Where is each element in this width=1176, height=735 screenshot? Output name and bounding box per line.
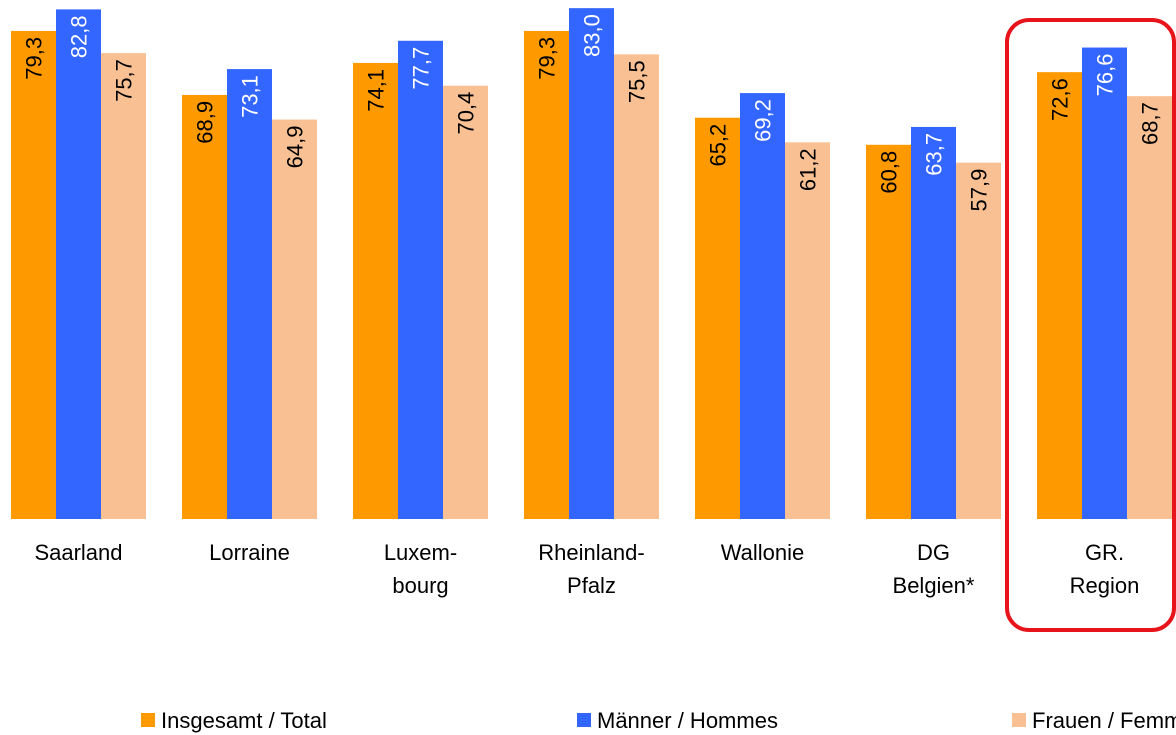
bar [524, 30, 569, 520]
data-label: 74,1 [364, 69, 389, 112]
data-label: 68,9 [193, 101, 218, 144]
data-label: 75,5 [625, 60, 650, 103]
bar [1127, 96, 1172, 520]
legend-swatch [1012, 713, 1026, 727]
data-label: 73,1 [238, 75, 263, 118]
data-label: 79,3 [535, 37, 560, 80]
bar [182, 94, 227, 520]
highlight-box [1005, 18, 1176, 632]
legend-label: Frauen / Femmes [1032, 708, 1176, 733]
data-label: 75,7 [112, 59, 137, 102]
bar [101, 53, 146, 519]
data-label: 65,2 [706, 124, 731, 167]
bar [911, 126, 956, 520]
bar [695, 117, 740, 519]
data-label: 82,8 [67, 15, 92, 58]
legend-swatch [141, 713, 155, 727]
bar [227, 69, 272, 519]
bar [614, 54, 659, 519]
legend-label: Insgesamt / Total [161, 708, 327, 733]
bar [1082, 47, 1127, 520]
x-tick-label: DG Belgien* [893, 540, 975, 598]
bar [443, 85, 488, 519]
data-label: 68,7 [1138, 102, 1163, 145]
bar [740, 93, 785, 519]
x-tick-label: Wallonie [721, 540, 805, 565]
data-label: 64,9 [283, 126, 308, 169]
bar [56, 9, 101, 520]
bar [866, 144, 911, 520]
data-label: 69,2 [751, 99, 776, 142]
x-tick-label: Rheinland-Pfalz [538, 540, 644, 598]
data-label: 83,0 [580, 14, 605, 57]
data-label: 77,7 [409, 47, 434, 90]
bar [272, 119, 317, 519]
bar [785, 142, 830, 520]
data-label: 60,8 [877, 151, 902, 194]
bar [1037, 72, 1082, 520]
data-label: 61,2 [796, 148, 821, 191]
legend-label: Männer / Hommes [597, 708, 778, 733]
data-label: 63,7 [922, 133, 947, 176]
bar [398, 40, 443, 520]
data-label: 57,9 [967, 169, 992, 212]
bar [956, 162, 1001, 519]
bar [569, 8, 614, 520]
x-tick-label: Luxem-bourg [384, 540, 457, 598]
bar [11, 30, 56, 520]
data-label: 79,3 [22, 37, 47, 80]
data-label: 70,4 [454, 92, 479, 135]
x-tick-label: Lorraine [209, 540, 290, 565]
data-label: 76,6 [1093, 54, 1118, 97]
bar [353, 62, 398, 520]
legend-swatch [577, 713, 591, 727]
x-tick-label: GR. Region [1070, 540, 1140, 598]
x-tick-label: Saarland [34, 540, 122, 565]
data-label: 72,6 [1048, 78, 1073, 121]
